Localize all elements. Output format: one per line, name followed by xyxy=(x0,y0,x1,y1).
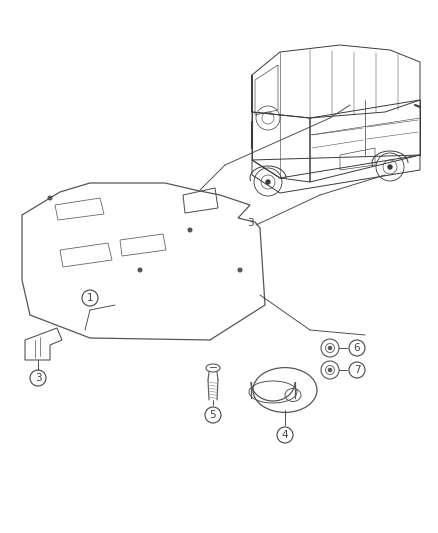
Circle shape xyxy=(388,165,392,169)
Text: 3: 3 xyxy=(35,373,41,383)
Circle shape xyxy=(328,368,332,372)
Text: 5: 5 xyxy=(210,410,216,420)
Text: 6: 6 xyxy=(354,343,360,353)
Circle shape xyxy=(238,268,242,272)
Text: 1: 1 xyxy=(87,293,93,303)
Circle shape xyxy=(138,268,142,272)
Circle shape xyxy=(328,346,332,350)
Text: 7: 7 xyxy=(354,365,360,375)
Circle shape xyxy=(188,228,192,232)
Text: 3: 3 xyxy=(247,218,253,228)
Circle shape xyxy=(266,180,270,184)
Text: 4: 4 xyxy=(282,430,288,440)
Circle shape xyxy=(48,196,52,200)
